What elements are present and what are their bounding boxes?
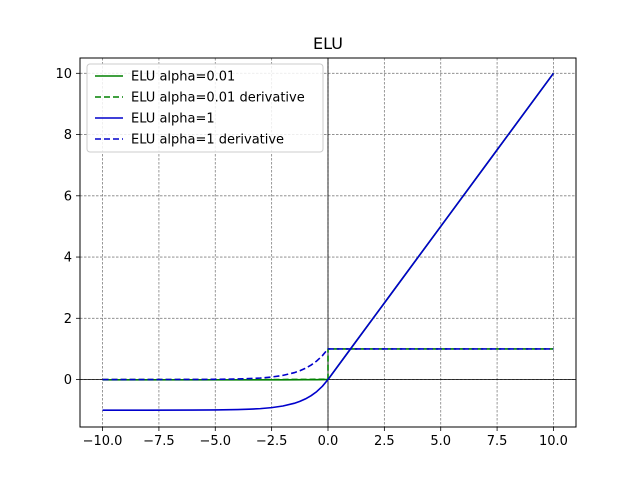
chart-title: ELU: [313, 34, 343, 53]
series-lines: [102, 72, 555, 411]
x-tick-label: −7.5: [143, 434, 175, 449]
x-tick-label: 7.5: [487, 434, 508, 449]
y-tick-label: 2: [64, 312, 72, 327]
series-line-3: [102, 72, 555, 411]
series-line-4: [102, 348, 554, 381]
legend-box: [86, 63, 324, 153]
legend-label-4: ELU alpha=1 derivative: [131, 133, 284, 148]
x-tick-label: 0.0: [318, 434, 339, 449]
x-tick-label: −5.0: [199, 434, 231, 449]
x-axis-ticks: −10.0 −7.5 −5.0 −2.5 0.0 2.5 5.0 7.5 10.0: [83, 427, 568, 449]
x-tick-label: 2.5: [374, 434, 395, 449]
legend-label-3: ELU alpha=1: [131, 112, 215, 127]
x-tick-label: 5.0: [430, 434, 451, 449]
y-tick-label: 4: [64, 251, 72, 266]
y-tick-label: 8: [64, 128, 72, 143]
x-tick-label: −10.0: [83, 434, 123, 449]
x-tick-label: −2.5: [256, 434, 288, 449]
legend-label-2: ELU alpha=0.01 derivative: [131, 91, 305, 106]
y-axis-ticks: 0 2 4 6 8 10: [55, 67, 80, 388]
y-tick-label: 0: [64, 373, 72, 388]
legend: ELU alpha=0.01 ELU alpha=0.01 derivative E…: [86, 63, 324, 153]
y-tick-label: 10: [55, 67, 72, 82]
y-tick-label: 6: [64, 189, 72, 204]
legend-label-1: ELU alpha=0.01: [131, 70, 235, 85]
x-tick-label: 10.0: [539, 434, 568, 449]
